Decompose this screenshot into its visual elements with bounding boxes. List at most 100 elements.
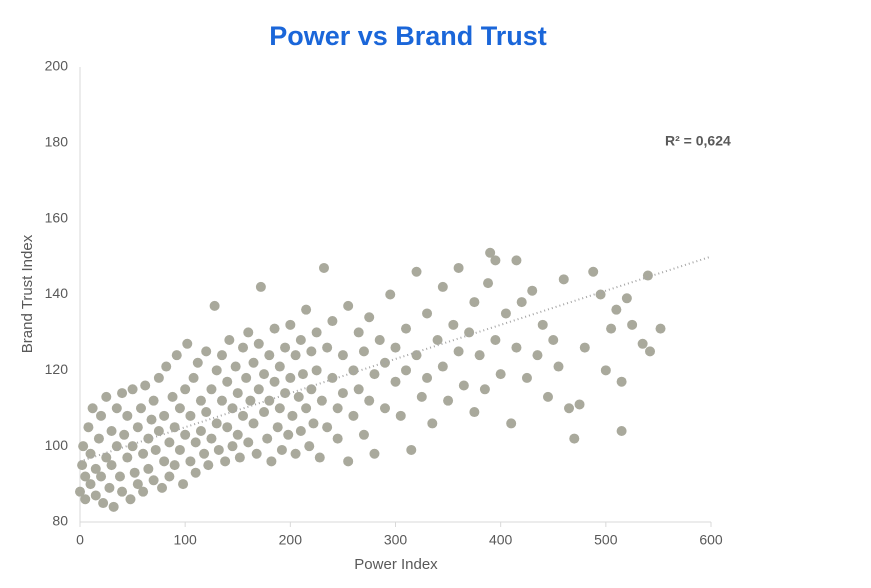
point (611, 304, 622, 315)
point (253, 384, 264, 395)
point (485, 247, 496, 258)
y-tick-label: 80 (52, 513, 68, 529)
point (190, 437, 201, 448)
point (416, 391, 427, 402)
point (358, 429, 369, 440)
y-axis-title: Brand Trust Index (19, 234, 36, 353)
point (122, 410, 133, 421)
point (627, 319, 638, 330)
point (645, 346, 656, 357)
x-tick-label: 100 (173, 532, 197, 548)
point (327, 372, 338, 383)
point (353, 384, 364, 395)
point (209, 300, 220, 311)
point (125, 494, 136, 505)
point (185, 456, 196, 467)
point (101, 391, 112, 402)
point (164, 437, 175, 448)
point (234, 452, 245, 463)
point (262, 433, 273, 444)
point (343, 300, 354, 311)
point (259, 407, 270, 418)
point (385, 289, 396, 300)
point (511, 255, 522, 266)
point (495, 369, 506, 380)
y-tick-label: 180 (45, 134, 69, 150)
point (153, 426, 164, 436)
x-axis-title: Power Index (354, 556, 438, 573)
point (243, 437, 254, 448)
point (188, 372, 199, 383)
point (293, 391, 304, 402)
point (379, 403, 390, 414)
point (232, 388, 243, 399)
point (264, 350, 275, 361)
point (448, 319, 459, 330)
point (80, 494, 91, 505)
point (348, 410, 359, 421)
point (98, 498, 109, 509)
point (427, 418, 438, 429)
point (401, 323, 412, 334)
point (285, 319, 296, 330)
point (579, 342, 590, 353)
point (114, 471, 125, 482)
point (311, 365, 322, 376)
point (146, 414, 157, 425)
point (138, 486, 149, 497)
point (264, 395, 275, 406)
point (227, 441, 238, 452)
point (211, 418, 222, 429)
point (127, 384, 138, 395)
point (232, 429, 243, 440)
point (87, 403, 98, 414)
point (511, 342, 522, 353)
point (406, 444, 417, 455)
point (374, 335, 385, 345)
point (280, 342, 291, 353)
point (548, 335, 559, 345)
point (161, 361, 172, 372)
point (148, 475, 159, 486)
point (642, 270, 653, 281)
point (201, 346, 212, 357)
point (301, 304, 312, 315)
point (93, 433, 104, 444)
point (243, 327, 254, 338)
point (311, 327, 322, 338)
point (203, 460, 214, 471)
point (290, 350, 301, 361)
point (574, 399, 585, 410)
point (364, 395, 375, 406)
point (253, 338, 264, 349)
point (616, 426, 627, 436)
point (390, 342, 401, 353)
point (96, 471, 107, 482)
point (171, 350, 182, 361)
point (322, 342, 333, 353)
point (190, 467, 201, 478)
point (274, 403, 285, 414)
point (332, 403, 343, 414)
point (153, 372, 164, 383)
point (206, 384, 217, 395)
point (238, 342, 249, 353)
point (222, 376, 233, 387)
point (287, 410, 298, 421)
point (469, 297, 480, 308)
point (521, 372, 532, 383)
point (411, 350, 422, 361)
point (364, 312, 375, 323)
point (169, 460, 180, 471)
point (132, 422, 143, 433)
point (558, 274, 569, 285)
point (316, 395, 327, 406)
point (159, 456, 170, 467)
point (506, 418, 517, 429)
point (621, 293, 632, 304)
point (216, 395, 227, 406)
point (143, 463, 154, 474)
x-tick-label: 200 (279, 532, 303, 548)
point (569, 433, 580, 444)
point (251, 448, 262, 459)
